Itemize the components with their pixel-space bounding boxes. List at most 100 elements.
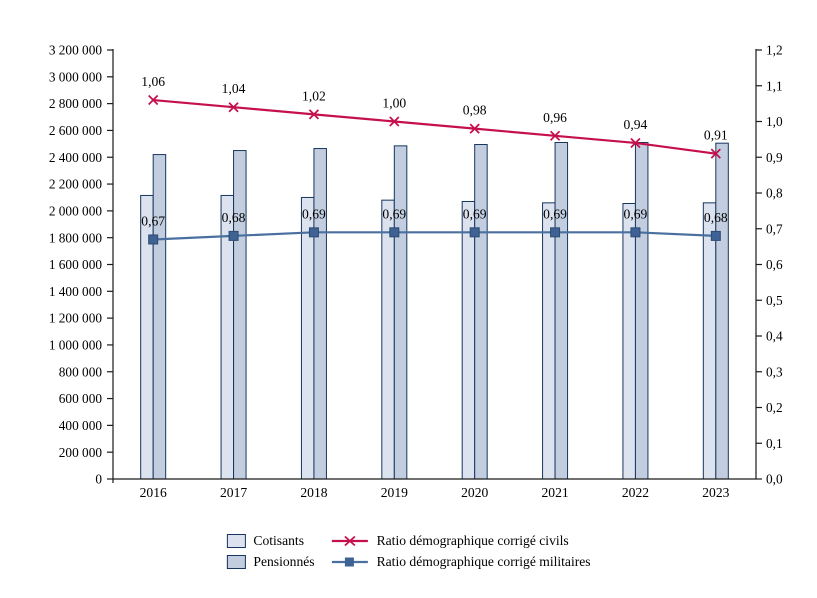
left-axis-tick-label: 400 000: [59, 418, 103, 433]
marker-square: [550, 227, 561, 238]
data-label-civils-2022: 0,94: [624, 117, 648, 132]
data-label-militaires-2023: 0,68: [704, 210, 728, 225]
left-axis-tick-label: 2 200 000: [49, 177, 103, 192]
left-axis-tick-label: 1 800 000: [49, 230, 103, 245]
x-axis-category-label: 2018: [300, 485, 327, 500]
marker-square: [710, 230, 721, 241]
right-axis-tick-label: 0,5: [766, 293, 783, 308]
bar-cotisants-2023: [702, 202, 717, 480]
bar-pensionnes-2023: [715, 142, 729, 480]
left-axis-tick-label: 600 000: [59, 391, 103, 406]
bar-cotisants-2022: [622, 203, 636, 480]
marker-square: [228, 230, 239, 241]
marker-square: [148, 234, 159, 245]
bar-pensionnes-2019: [393, 145, 408, 480]
data-label-civils-2016: 1,06: [141, 74, 165, 89]
left-axis-tick-label: 200 000: [59, 445, 103, 460]
marker-x: [469, 123, 480, 134]
data-label-civils-2019: 1,00: [382, 96, 406, 111]
marker-x: [148, 94, 159, 106]
left-axis-tick-label: 1 000 000: [49, 338, 103, 353]
data-label-militaires-2022: 0,69: [624, 206, 648, 221]
bar-pensionnes-2022: [634, 142, 649, 480]
legend-item-ratio-militaires: Ratio démographique corrigé militaires: [331, 554, 591, 570]
bar-cotisants-2021: [542, 202, 556, 480]
marker-x: [308, 109, 320, 120]
right-axis-tick-label: 0,2: [766, 400, 783, 415]
data-label-militaires-2020: 0,69: [463, 206, 487, 221]
left-axis-tick-label: 2 400 000: [49, 150, 103, 165]
right-axis-tick-label: 0,3: [766, 364, 783, 379]
left-axis-tick-label: 1 200 000: [49, 311, 103, 326]
bar-pensionnes-2020: [474, 144, 488, 480]
x-axis-category-label: 2022: [622, 485, 649, 500]
bar-pensionnes-2018: [313, 148, 327, 480]
bar-cotisants-2019: [381, 199, 395, 480]
chart-plot-area: 0 200 000 400 000 600 000 800 000 1 000 000 1 …: [49, 43, 783, 500]
left-axis-tick-label: 1 400 000: [49, 284, 103, 299]
right-axis-tick-label: 0,8: [766, 186, 783, 201]
data-label-militaires-2016: 0,67: [141, 213, 165, 228]
marker-x: [630, 137, 641, 149]
data-label-militaires-2017: 0,68: [222, 210, 246, 225]
right-axis-tick-label: 1,1: [766, 78, 783, 93]
bar-cotisants-2018: [300, 196, 315, 480]
left-axis-tick-label: 800 000: [59, 364, 103, 379]
right-axis-tick-label: 0,7: [766, 221, 783, 236]
left-axis-tick-label: 2 800 000: [49, 96, 103, 111]
marker-x: [228, 102, 239, 113]
data-label-civils-2020: 0,98: [463, 103, 487, 118]
right-axis-tick-label: 1,0: [766, 114, 783, 129]
x-axis-category-label: 2017: [220, 485, 247, 500]
data-label-civils-2021: 0,96: [543, 110, 567, 125]
legend-label-ratio-militaires: Ratio démographique corrigé militaires: [376, 554, 591, 569]
right-axis-tick-label: 0,6: [766, 257, 783, 272]
legend-item-ratio-civils: Ratio démographique corrigé civils: [331, 533, 591, 549]
legend-item-cotisants: Cotisants: [226, 533, 314, 549]
bar-pensionnes-2021: [554, 142, 569, 480]
marker-square: [308, 227, 319, 238]
data-label-militaires-2018: 0,69: [302, 206, 326, 221]
right-axis-tick-label: 0,4: [766, 329, 783, 344]
legend-item-pensionnes: Pensionnés: [226, 554, 315, 570]
marker-square: [630, 227, 641, 238]
right-axis-tick-label: 0,0: [766, 472, 783, 487]
x-axis-category-label: 2023: [702, 485, 729, 500]
civils-line-sample: [331, 535, 368, 547]
militaires-line-sample: [331, 557, 368, 567]
pensionnes-swatch: [226, 555, 246, 569]
legend-label-cotisants: Cotisants: [253, 533, 304, 548]
right-axis-tick-label: 1,2: [766, 43, 783, 58]
right-axis-tick-label: 0,9: [766, 150, 783, 165]
bar-pensionnes-2017: [233, 150, 247, 480]
marker-square: [469, 227, 480, 238]
left-axis-tick-label: 0: [95, 472, 102, 487]
left-axis-tick-label: 3 200 000: [49, 43, 103, 58]
left-axis-tick-label: 2 000 000: [49, 203, 103, 218]
x-axis-category-label: 2019: [381, 485, 408, 500]
marker-x: [710, 148, 721, 159]
data-label-militaires-2021: 0,69: [543, 206, 567, 221]
marker-square: [389, 227, 400, 238]
legend-label-pensionnes: Pensionnés: [253, 554, 315, 569]
bar-cotisants-2020: [461, 200, 476, 480]
x-axis-category-label: 2021: [541, 485, 568, 500]
x-axis-category-label: 2016: [140, 485, 167, 500]
cotisants-swatch: [226, 534, 246, 548]
x-axis-category-label: 2020: [461, 485, 488, 500]
marker-x: [389, 116, 400, 127]
legend-label-ratio-civils: Ratio démographique corrigé civils: [376, 533, 569, 548]
data-label-civils-2018: 1,02: [302, 88, 326, 103]
line-ratio-militaires: [153, 231, 716, 241]
marker-x: [549, 130, 561, 141]
left-axis-tick-label: 2 600 000: [49, 123, 103, 138]
line-ratio-civils: [153, 98, 716, 155]
data-label-civils-2017: 1,04: [222, 81, 246, 96]
left-axis-tick-label: 3 000 000: [49, 69, 103, 84]
data-label-militaires-2019: 0,69: [382, 206, 406, 221]
left-axis-tick-label: 1 600 000: [49, 257, 103, 272]
bar-pensionnes-2016: [152, 154, 167, 480]
data-label-civils-2023: 0,91: [704, 128, 728, 143]
chart-legend: Cotisants Ratio démographique corrigé ci…: [226, 533, 591, 570]
